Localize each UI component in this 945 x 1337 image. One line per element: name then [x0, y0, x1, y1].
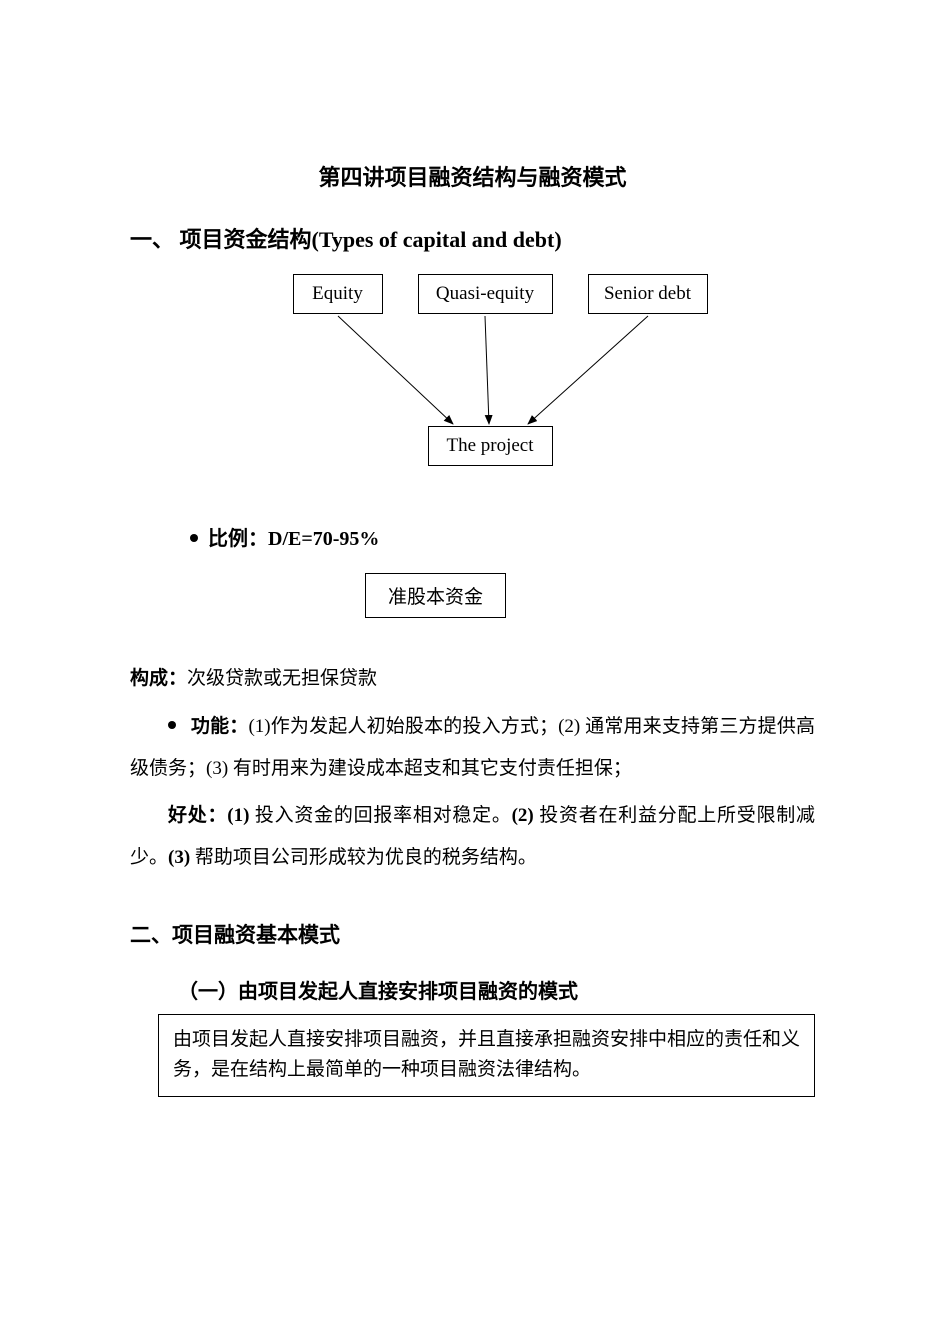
diagram-node-senior: Senior debt	[588, 274, 708, 314]
diagram-node-equity: Equity	[293, 274, 383, 314]
composition-label: 构成：	[130, 668, 187, 689]
function-label: 功能：	[191, 716, 249, 737]
benefit-1-num: (1)	[227, 805, 249, 826]
quasi-equity-box: 准股本资金	[365, 573, 506, 618]
diagram-node-quasi: Quasi-equity	[418, 274, 553, 314]
diagram-edge-quasi-project	[485, 316, 489, 424]
ratio-bullet: 比例：D/E=70-95%	[190, 522, 815, 551]
bullet-icon	[168, 721, 176, 729]
diagram-node-project: The project	[428, 426, 553, 466]
benefit-3-num: (3)	[168, 847, 190, 868]
diagram-edge-equity-project	[338, 316, 453, 424]
benefit-3-text: 帮助项目公司形成较为优良的税务结构。	[190, 847, 537, 868]
diagram-edge-senior-project	[528, 316, 648, 424]
section1-heading: 一、 项目资金结构(Types of capital and debt)	[130, 222, 815, 254]
composition-line: 构成：次级贷款或无担保贷款	[130, 658, 815, 700]
section2-heading: 二、项目融资基本模式	[130, 919, 815, 949]
capital-structure-diagram: Equity Quasi-equity Senior debt The project	[193, 274, 753, 494]
function-paragraph: 功能：(1)作为发起人初始股本的投入方式；(2) 通常用来支持第三方提供高级债务…	[130, 706, 815, 790]
composition-text: 次级贷款或无担保贷款	[187, 668, 377, 689]
subsection-1-heading: （一）由项目发起人直接安排项目融资的模式	[178, 975, 815, 1004]
benefits-paragraph: 好处：(1) 投入资金的回报率相对稳定。(2) 投资者在利益分配上所受限制减少。…	[130, 795, 815, 879]
subsection-1-description-box: 由项目发起人直接安排项目融资，并且直接承担融资安排中相应的责任和义务，是在结构上…	[158, 1014, 815, 1097]
page-title: 第四讲项目融资结构与融资模式	[130, 160, 815, 192]
benefits-label: 好处：	[168, 805, 227, 826]
ratio-text: 比例：D/E=70-95%	[208, 528, 379, 550]
bullet-icon	[190, 534, 198, 542]
benefit-2-num: (2)	[512, 805, 534, 826]
benefit-1-text: 投入资金的回报率相对稳定。	[249, 805, 511, 826]
